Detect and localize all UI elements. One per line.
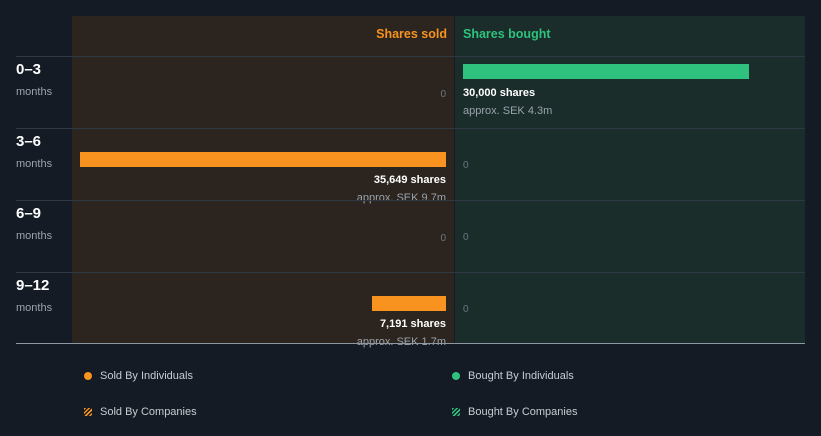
- sold-bar: [80, 152, 446, 167]
- period-label: 3–6: [16, 133, 42, 150]
- row-divider: [16, 200, 805, 201]
- row-divider: [16, 56, 805, 57]
- row-divider: [16, 128, 805, 129]
- period-unit: months: [16, 302, 53, 314]
- legend-label: Sold By Companies: [100, 406, 197, 418]
- bought-zero-label: 0: [463, 232, 469, 243]
- legend-item: Bought By Companies: [452, 406, 577, 418]
- period-label: 6–9: [16, 205, 42, 222]
- sold-approx-label: approx. SEK 1.7m: [356, 336, 446, 348]
- sold-zero-label: 0: [440, 89, 446, 100]
- period-label: 0–3: [16, 61, 42, 78]
- bought-zero-label: 0: [463, 304, 469, 315]
- legend-label: Bought By Companies: [468, 406, 578, 418]
- period-unit: months: [16, 158, 53, 170]
- bought-zero-label: 0: [463, 160, 469, 171]
- sold-shares-label: 7,191 shares: [379, 318, 446, 330]
- sold-zero-label: 0: [440, 233, 446, 244]
- legend-item: Sold By Individuals: [84, 370, 193, 382]
- shares-bought-header: Shares bought: [463, 27, 551, 41]
- legend-label: Sold By Individuals: [100, 370, 193, 382]
- bought-approx-label: approx. SEK 4.3m: [463, 105, 553, 117]
- period-unit: months: [16, 230, 53, 242]
- chart-bottom-axis: [16, 343, 805, 344]
- sold-bar: [372, 296, 446, 311]
- bought-bar: [463, 64, 749, 79]
- period-label: 9–12: [16, 277, 50, 294]
- legend-hatch-icon: [452, 408, 460, 416]
- legend-hatch-icon: [84, 408, 92, 416]
- legend-label: Bought By Individuals: [468, 370, 574, 382]
- legend-item: Sold By Companies: [84, 406, 197, 418]
- period-unit: months: [16, 86, 53, 98]
- row-divider: [16, 272, 805, 273]
- shares-sold-header: Shares sold: [376, 27, 447, 41]
- bought-shares-label: 30,000 shares: [463, 87, 536, 99]
- legend-dot-icon: [84, 372, 92, 380]
- sold-shares-label: 35,649 shares: [373, 174, 446, 186]
- sold-approx-label: approx. SEK 9.7m: [356, 192, 446, 204]
- sold-panel: [72, 16, 454, 343]
- legend-item: Bought By Individuals: [452, 370, 574, 382]
- legend-dot-icon: [452, 372, 460, 380]
